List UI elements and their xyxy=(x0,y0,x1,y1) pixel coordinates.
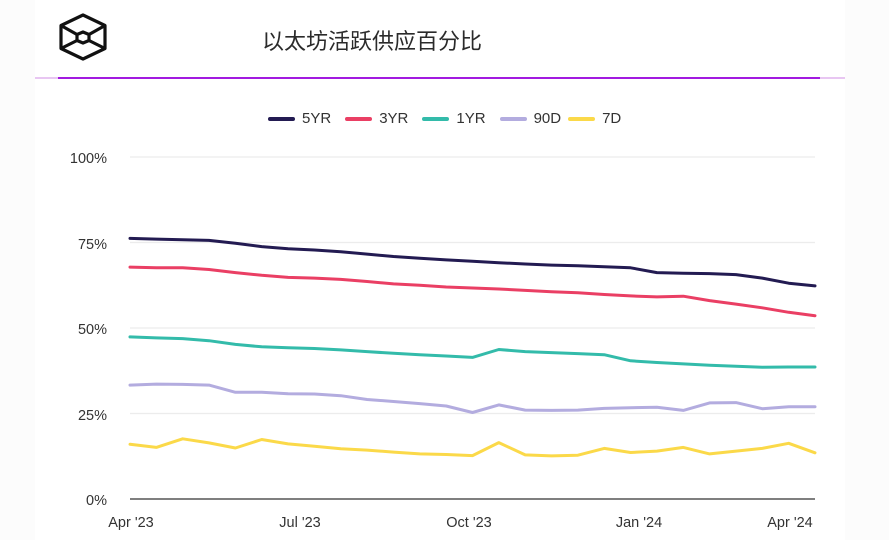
legend-swatch-5yr xyxy=(268,116,295,121)
legend-swatch-1yr xyxy=(422,116,450,121)
y-axis: 100% 75% 50% 25% 0% xyxy=(70,151,107,509)
grid-lines xyxy=(130,156,815,415)
cube-logo-icon xyxy=(59,13,107,61)
legend-label: 1YR xyxy=(456,110,486,127)
legend-swatch-7d xyxy=(568,116,596,121)
x-tick-label: Jan '24 xyxy=(616,515,662,531)
y-tick-label: 75% xyxy=(78,237,107,253)
x-tick-label: Apr '24 xyxy=(767,515,813,531)
legend-item-7d[interactable]: 7D xyxy=(568,110,621,127)
header-divider xyxy=(58,77,820,79)
y-tick-label: 25% xyxy=(78,408,107,424)
x-tick-label: Apr '23 xyxy=(108,515,154,531)
y-tick-label: 50% xyxy=(78,322,107,338)
series-line-1yr[interactable] xyxy=(128,335,817,369)
legend-swatch-90d xyxy=(499,116,527,121)
legend-label: 7D xyxy=(602,110,622,127)
legend-swatch-3yr xyxy=(345,116,373,121)
chart-legend: 5YR 3YR 1YR 90D 7D xyxy=(0,110,889,127)
x-tick-label: Jul '23 xyxy=(279,515,320,531)
page-title: 以太坊活跃供应百分比 xyxy=(262,30,483,55)
legend-item-3yr[interactable]: 3YR xyxy=(345,110,408,127)
data-series xyxy=(128,236,817,458)
series-line-7d[interactable] xyxy=(128,437,817,458)
series-line-90d[interactable] xyxy=(128,382,817,414)
legend-item-1yr[interactable]: 1YR xyxy=(422,110,486,127)
legend-label: 3YR xyxy=(379,110,409,127)
legend-item-5yr[interactable]: 5YR xyxy=(268,110,331,127)
x-tick-label: Oct '23 xyxy=(446,515,491,531)
y-tick-label: 0% xyxy=(86,493,107,509)
x-axis: Apr '23 Jul '23 Oct '23 Jan '24 Apr '24 xyxy=(108,515,813,531)
chart-card xyxy=(35,0,845,540)
legend-item-90d[interactable]: 90D xyxy=(499,110,562,127)
series-line-5yr[interactable] xyxy=(128,236,817,288)
legend-label: 5YR xyxy=(302,110,332,127)
series-line-3yr[interactable] xyxy=(128,265,817,318)
y-tick-label: 100% xyxy=(70,151,107,167)
legend-label: 90D xyxy=(533,110,562,127)
